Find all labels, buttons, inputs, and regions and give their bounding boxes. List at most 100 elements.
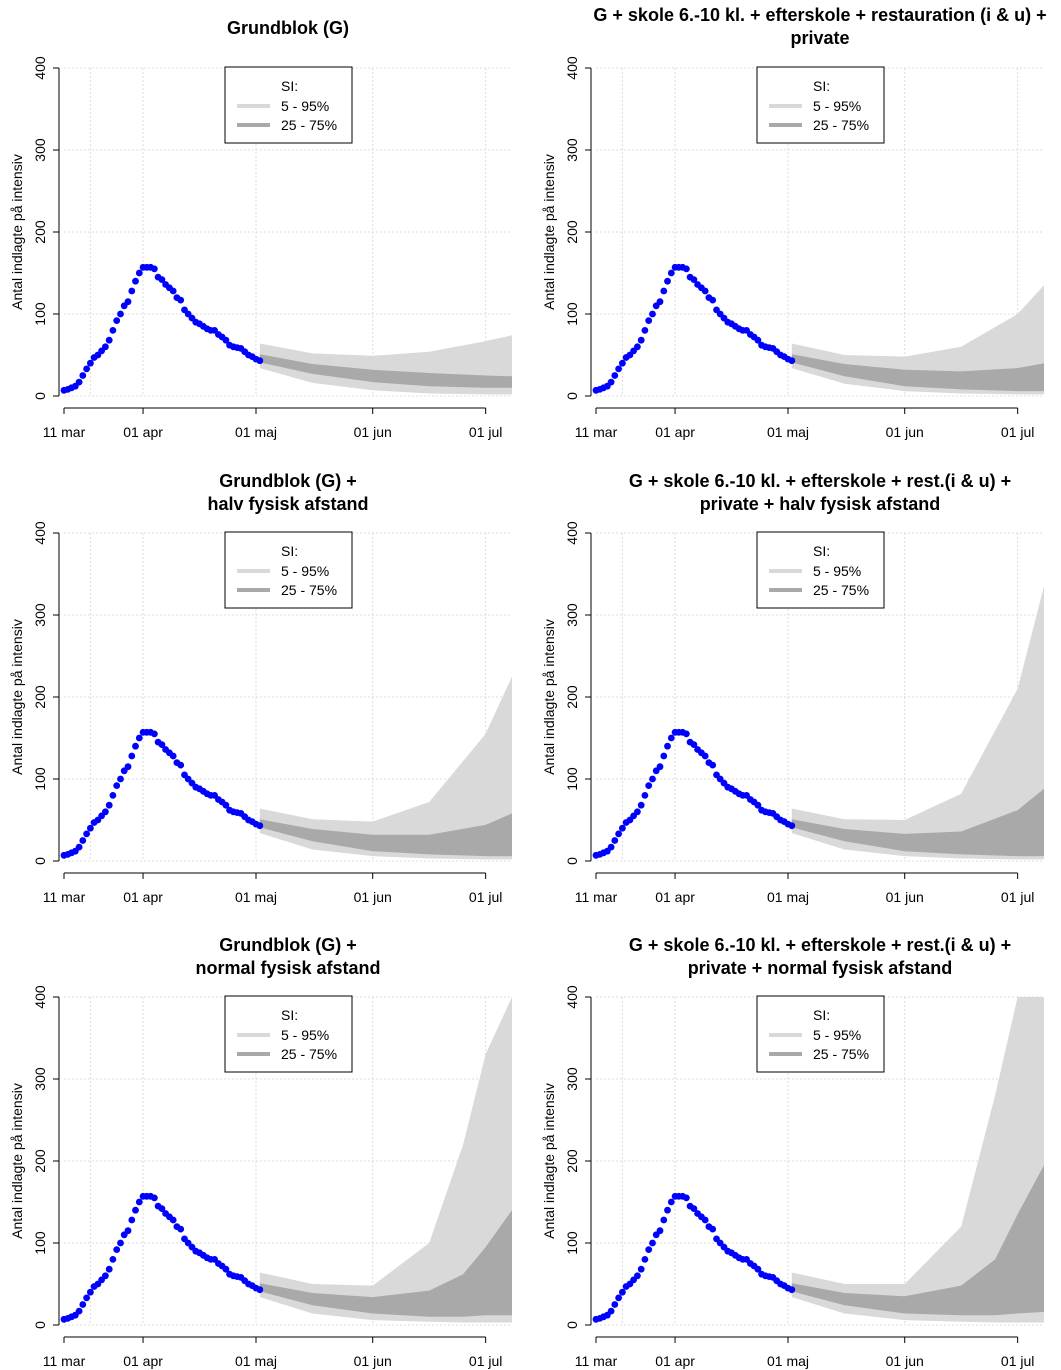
x-tick-label: 01 jun bbox=[354, 1353, 392, 1369]
panel-title: private + halv fysisk afstand bbox=[700, 494, 941, 514]
y-axis-label: Antal indlagte på intensiv bbox=[9, 154, 25, 310]
y-tick-label: 200 bbox=[564, 685, 580, 709]
observed-point bbox=[607, 378, 615, 386]
observed-point bbox=[683, 265, 690, 273]
legend: SI: 5 - 95% 25 - 75% bbox=[756, 995, 885, 1073]
prediction-bands bbox=[259, 676, 512, 860]
observed-point bbox=[158, 1205, 166, 1212]
legend-box bbox=[756, 531, 885, 609]
y-tick-label: 200 bbox=[32, 685, 48, 709]
observed-point bbox=[664, 1206, 671, 1214]
observed-point bbox=[683, 730, 690, 738]
x-tick-label: 01 maj bbox=[767, 889, 809, 905]
observed-point bbox=[615, 365, 622, 373]
observed-point bbox=[611, 837, 619, 844]
observed-point bbox=[113, 782, 121, 789]
observed-point bbox=[128, 287, 136, 295]
y-tick-label: 400 bbox=[564, 985, 580, 1009]
legend-label: 5 - 95% bbox=[281, 98, 329, 114]
y-tick-label: 400 bbox=[564, 56, 580, 80]
observed-point bbox=[128, 752, 136, 760]
y-tick-label: 100 bbox=[564, 302, 580, 326]
observed-point bbox=[637, 336, 645, 344]
observed-point bbox=[754, 1265, 762, 1273]
legend: SI: 5 - 95% 25 - 75% bbox=[756, 531, 885, 609]
observed-point bbox=[709, 296, 717, 304]
observed-point bbox=[709, 1225, 717, 1233]
observed-point bbox=[709, 761, 717, 769]
x-tick-label: 01 jul bbox=[1001, 1353, 1034, 1369]
observed-point bbox=[690, 741, 698, 748]
panel-5: 11 mar 01 apr 01 maj 01 jun 01 jul 0 100 200 300… bbox=[9, 935, 512, 1369]
x-tick-label: 11 mar bbox=[575, 424, 618, 440]
observed-point bbox=[667, 269, 675, 277]
observed-point bbox=[637, 801, 645, 809]
observed-point bbox=[105, 1265, 113, 1273]
legend-label: 5 - 95% bbox=[281, 563, 329, 579]
observed-point bbox=[645, 782, 653, 789]
y-tick-label: 400 bbox=[32, 521, 48, 545]
observed-point bbox=[135, 1198, 143, 1206]
observed-points bbox=[60, 728, 264, 859]
panel-title: private + normal fysisk afstand bbox=[688, 958, 953, 978]
observed-point bbox=[788, 822, 796, 830]
x-axis: 11 mar 01 apr 01 maj 01 jun 01 jul bbox=[43, 407, 502, 440]
x-tick-label: 01 jun bbox=[354, 424, 392, 440]
y-tick-label: 300 bbox=[564, 138, 580, 162]
band-5-95 bbox=[259, 997, 512, 1323]
legend: SI: 5 - 95% 25 - 75% bbox=[224, 995, 353, 1073]
observed-point bbox=[151, 265, 158, 273]
legend-label: 25 - 75% bbox=[281, 117, 337, 133]
legend-title: SI: bbox=[813, 78, 830, 94]
y-axis-label: Antal indlagte på intensiv bbox=[541, 1083, 557, 1239]
observed-points bbox=[592, 1192, 796, 1323]
x-tick-label: 11 mar bbox=[43, 1353, 86, 1369]
observed-point bbox=[660, 287, 668, 295]
x-axis: 11 mar 01 apr 01 maj 01 jun 01 jul bbox=[43, 1336, 502, 1369]
observed-point bbox=[87, 359, 94, 367]
observed-point bbox=[656, 763, 664, 771]
observed-point bbox=[135, 269, 143, 277]
observed-point bbox=[256, 822, 264, 830]
panel-6: 11 mar 01 apr 01 maj 01 jun 01 jul 0 100 200 300… bbox=[541, 935, 1044, 1369]
observed-point bbox=[256, 1286, 264, 1294]
x-tick-label: 01 jul bbox=[469, 889, 502, 905]
observed-point bbox=[660, 1216, 668, 1224]
prediction-bands bbox=[259, 997, 512, 1323]
y-axis-label: Antal indlagte på intensiv bbox=[541, 619, 557, 775]
observed-point bbox=[634, 808, 641, 816]
observed-point bbox=[615, 1294, 622, 1302]
observed-point bbox=[132, 277, 139, 285]
observed-point bbox=[135, 734, 143, 742]
band-5-95 bbox=[791, 586, 1044, 860]
y-tick-label: 300 bbox=[32, 138, 48, 162]
legend-label: 25 - 75% bbox=[813, 1046, 869, 1062]
y-tick-label: 300 bbox=[564, 1067, 580, 1091]
x-tick-label: 01 apr bbox=[123, 1353, 163, 1369]
x-axis: 11 mar 01 apr 01 maj 01 jun 01 jul bbox=[575, 1336, 1034, 1369]
legend-label: 25 - 75% bbox=[813, 117, 869, 133]
y-tick-label: 0 bbox=[564, 1321, 580, 1329]
y-tick-label: 0 bbox=[564, 857, 580, 865]
prediction-bands bbox=[791, 997, 1044, 1323]
panel-4: 11 mar 01 apr 01 maj 01 jun 01 jul 0 100 200 300… bbox=[541, 471, 1044, 905]
observed-point bbox=[151, 730, 158, 738]
observed-point bbox=[132, 1206, 139, 1214]
x-tick-label: 11 mar bbox=[43, 889, 86, 905]
panel-1: 11 mar 01 apr 01 maj 01 jun 01 jul 0 100 200 300… bbox=[9, 18, 512, 440]
band-25-75 bbox=[259, 354, 512, 388]
legend: SI: 5 - 95% 25 - 75% bbox=[756, 66, 885, 144]
x-tick-label: 01 maj bbox=[235, 889, 277, 905]
legend-title: SI: bbox=[281, 78, 298, 94]
observed-point bbox=[158, 741, 166, 748]
legend: SI: 5 - 95% 25 - 75% bbox=[224, 66, 353, 144]
observed-points bbox=[60, 263, 264, 394]
observed-point bbox=[701, 287, 709, 295]
x-tick-label: 01 jul bbox=[1001, 889, 1034, 905]
panel-title: halv fysisk afstand bbox=[207, 494, 368, 514]
x-tick-label: 11 mar bbox=[575, 1353, 618, 1369]
panel-title: Grundblok (G) + bbox=[219, 471, 357, 491]
observed-point bbox=[637, 1265, 645, 1273]
observed-points bbox=[592, 728, 796, 859]
observed-point bbox=[83, 830, 90, 838]
